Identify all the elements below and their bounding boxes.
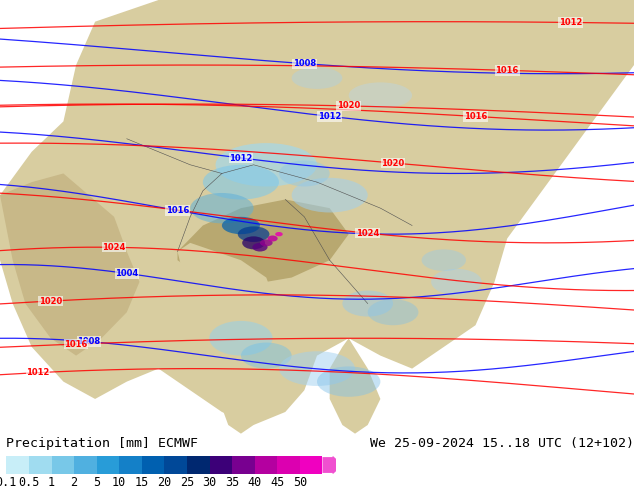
Bar [6, 456, 29, 474]
Ellipse shape [431, 269, 482, 295]
Ellipse shape [209, 321, 273, 356]
Ellipse shape [252, 243, 268, 251]
Polygon shape [0, 0, 634, 425]
Bar [164, 456, 187, 474]
Polygon shape [514, 122, 545, 165]
Bar [210, 456, 232, 474]
Text: 1: 1 [48, 476, 55, 489]
Ellipse shape [260, 240, 273, 246]
Bar [187, 456, 210, 474]
Polygon shape [178, 199, 349, 286]
Text: 45: 45 [270, 476, 285, 489]
Ellipse shape [268, 236, 278, 242]
Bar [277, 456, 300, 474]
Text: 1024: 1024 [103, 243, 126, 252]
Bar [96, 456, 119, 474]
Polygon shape [0, 173, 139, 356]
Ellipse shape [275, 232, 283, 236]
Text: 35: 35 [225, 476, 239, 489]
Bar [119, 456, 142, 474]
Bar [232, 456, 255, 474]
Bar [300, 456, 323, 474]
Text: 1020: 1020 [39, 296, 62, 306]
Bar [255, 456, 277, 474]
Text: 10: 10 [112, 476, 126, 489]
Ellipse shape [222, 217, 260, 234]
Text: 1012: 1012 [318, 112, 341, 121]
Text: 1012: 1012 [27, 368, 49, 377]
Text: 1016: 1016 [464, 112, 487, 121]
Text: 1016: 1016 [166, 206, 189, 215]
Text: 1008: 1008 [77, 337, 100, 346]
Ellipse shape [279, 351, 355, 386]
Ellipse shape [190, 193, 254, 223]
Text: 1020: 1020 [337, 101, 360, 110]
Ellipse shape [216, 143, 317, 187]
Text: 50: 50 [293, 476, 307, 489]
Text: 15: 15 [134, 476, 149, 489]
FancyArrow shape [323, 456, 343, 474]
Text: 20: 20 [157, 476, 172, 489]
Bar [29, 456, 51, 474]
Ellipse shape [279, 160, 330, 187]
Text: 2: 2 [70, 476, 77, 489]
Text: 1016: 1016 [65, 340, 87, 348]
Bar [74, 456, 96, 474]
Ellipse shape [203, 165, 279, 199]
Text: 5: 5 [93, 476, 100, 489]
Ellipse shape [349, 82, 412, 108]
Text: 1024: 1024 [356, 229, 379, 238]
Polygon shape [178, 243, 279, 434]
Text: 40: 40 [248, 476, 262, 489]
Bar [51, 456, 74, 474]
Ellipse shape [342, 291, 393, 317]
Ellipse shape [317, 367, 380, 397]
Text: 1012: 1012 [559, 18, 582, 27]
Ellipse shape [292, 67, 342, 89]
Text: 25: 25 [180, 476, 194, 489]
Text: 1012: 1012 [230, 153, 252, 163]
Ellipse shape [242, 236, 265, 249]
Text: 1008: 1008 [293, 59, 316, 68]
Ellipse shape [422, 249, 466, 271]
Ellipse shape [238, 226, 269, 242]
Text: 1020: 1020 [382, 159, 404, 168]
Bar [142, 456, 164, 474]
Text: 1016: 1016 [496, 66, 519, 75]
Text: 0.5: 0.5 [18, 476, 39, 489]
Text: 30: 30 [202, 476, 217, 489]
Ellipse shape [241, 343, 292, 368]
Polygon shape [330, 338, 380, 434]
Text: 1004: 1004 [115, 269, 138, 278]
Text: Precipitation [mm] ECMWF: Precipitation [mm] ECMWF [6, 438, 198, 450]
Ellipse shape [292, 178, 368, 213]
Text: 0.1: 0.1 [0, 476, 17, 489]
Text: We 25-09-2024 15..18 UTC (12+102): We 25-09-2024 15..18 UTC (12+102) [370, 438, 634, 450]
Ellipse shape [368, 299, 418, 325]
